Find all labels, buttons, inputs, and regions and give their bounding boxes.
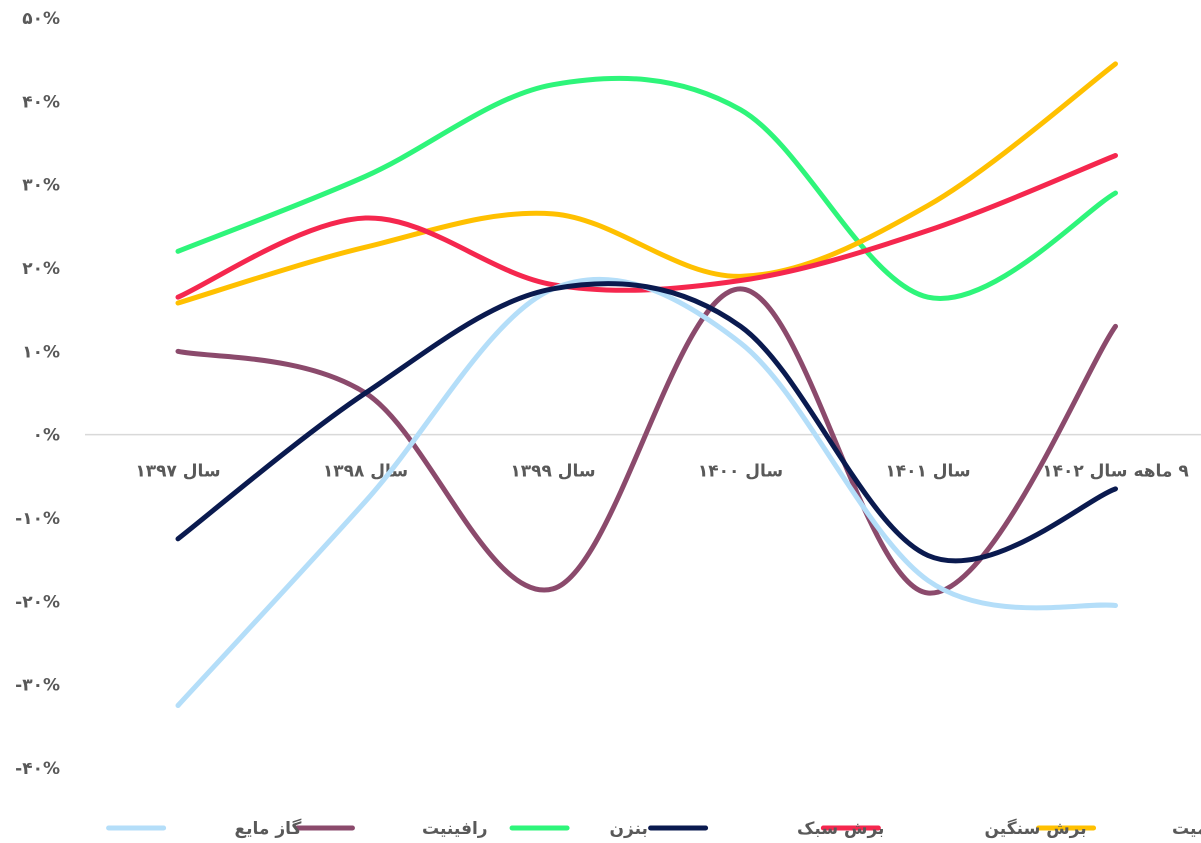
y-tick-label: ۳۰% — [22, 176, 60, 196]
legend-label: برش سبک — [797, 819, 884, 839]
y-tick-label: ۵۰% — [22, 9, 60, 29]
y-axis: ۵۰% ۴۰% ۳۰% ۲۰% ۱۰% ۰% -۱۰% -۲۰% -۳۰% -۴۰% — [15, 9, 60, 779]
y-tick-label: -۳۰% — [15, 676, 60, 696]
y-tick-label: -۲۰% — [15, 592, 60, 612]
series-line-3 — [175, 75, 1118, 301]
y-tick-label: ۲۰% — [22, 259, 60, 279]
y-tick-label: -۱۰% — [15, 509, 60, 529]
legend: ریفرمیت برش سنگین برش سبک بنزن رافینیت گاز ما… — [106, 818, 1201, 839]
series-line-4 — [175, 286, 1118, 596]
legend-label: رافینیت — [422, 819, 488, 839]
legend-label: بنزن — [610, 819, 648, 839]
series-line-0 — [175, 61, 1118, 306]
series-line-1 — [175, 153, 1118, 300]
x-tick-label: ۹ ماهه سال ۱۴۰۲ — [1042, 462, 1189, 482]
y-tick-label: ۴۰% — [22, 92, 60, 112]
x-axis: سال ۱۳۹۷ سال ۱۳۹۸ سال ۱۳۹۹ سال ۱۴۰۰ سال ۱۴۰۱… — [135, 462, 1189, 482]
y-tick-label: ۱۰% — [22, 342, 60, 362]
y-tick-label: ۰% — [33, 426, 60, 446]
series-line-5 — [175, 276, 1118, 708]
series-lines — [175, 61, 1118, 708]
x-tick-label: سال ۱۳۹۷ — [135, 462, 220, 482]
x-tick-label: سال ۱۳۹۹ — [510, 462, 595, 482]
legend-label: گاز مایع — [235, 818, 302, 839]
legend-label: ریفرمیت — [1172, 819, 1201, 839]
x-tick-label: سال ۱۴۰۰ — [698, 462, 783, 482]
y-tick-label: -۴۰% — [15, 759, 60, 779]
series-line-2 — [175, 281, 1118, 564]
x-tick-label: سال ۱۴۰۱ — [885, 462, 970, 482]
legend-label: برش سنگین — [985, 818, 1087, 839]
